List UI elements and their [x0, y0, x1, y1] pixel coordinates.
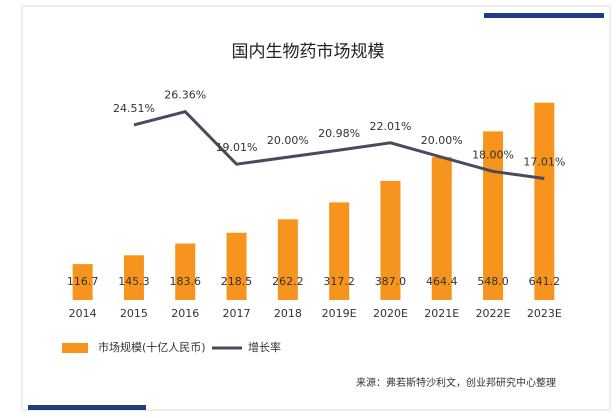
decor-bar [484, 13, 604, 18]
data-label: 24.51% [113, 102, 155, 115]
data-label: 20.00% [421, 134, 463, 147]
data-label: 548.0 [477, 275, 509, 288]
x-tick-label: 2022E [476, 307, 511, 320]
data-label: 20.98% [318, 127, 360, 140]
x-tick-label: 2017 [223, 307, 251, 320]
data-label: 262.2 [272, 275, 304, 288]
bar [329, 202, 350, 300]
bar [123, 255, 144, 300]
x-tick-label: 2023E [527, 307, 562, 320]
bar [72, 264, 93, 300]
data-label: 387.0 [375, 275, 407, 288]
data-label: 26.36% [164, 89, 206, 102]
decor-bar [28, 405, 146, 410]
x-tick-label: 2014 [69, 307, 97, 320]
bar [534, 102, 555, 300]
x-tick-label: 2018 [274, 307, 302, 320]
x-tick-label: 2016 [171, 307, 199, 320]
legend-swatch [62, 343, 88, 353]
bar [226, 232, 247, 300]
x-tick-label: 2020E [373, 307, 408, 320]
data-label: 145.3 [118, 275, 150, 288]
data-label: 218.5 [221, 275, 253, 288]
data-label: 22.01% [369, 120, 411, 133]
bar [277, 219, 298, 300]
source: 来源：弗若斯特沙利文，创业邦研究中心整理 [356, 376, 556, 389]
data-label: 17.01% [523, 156, 565, 169]
line [133, 110, 545, 180]
data-label: 183.6 [170, 275, 202, 288]
legend-label: 增长率 [248, 340, 281, 354]
legend-label: 市场规模(十亿人民币) [98, 340, 206, 354]
data-label: 116.7 [67, 275, 99, 288]
x-tick-label: 2015 [120, 307, 148, 320]
data-label: 18.00% [472, 148, 514, 161]
data-label: 20.00% [267, 134, 309, 147]
data-label: 464.4 [426, 275, 458, 288]
x-tick-label: 2021E [424, 307, 459, 320]
bar [175, 243, 196, 300]
data-label: 641.2 [529, 275, 561, 288]
x-tick-label: 2019E [322, 307, 357, 320]
frame [21, 5, 611, 411]
bar [380, 180, 401, 300]
data-label: 317.2 [323, 275, 355, 288]
bar [431, 157, 452, 300]
data-label: 19.01% [216, 141, 258, 154]
chart-title: 国内生物药市场规模 [232, 42, 385, 62]
